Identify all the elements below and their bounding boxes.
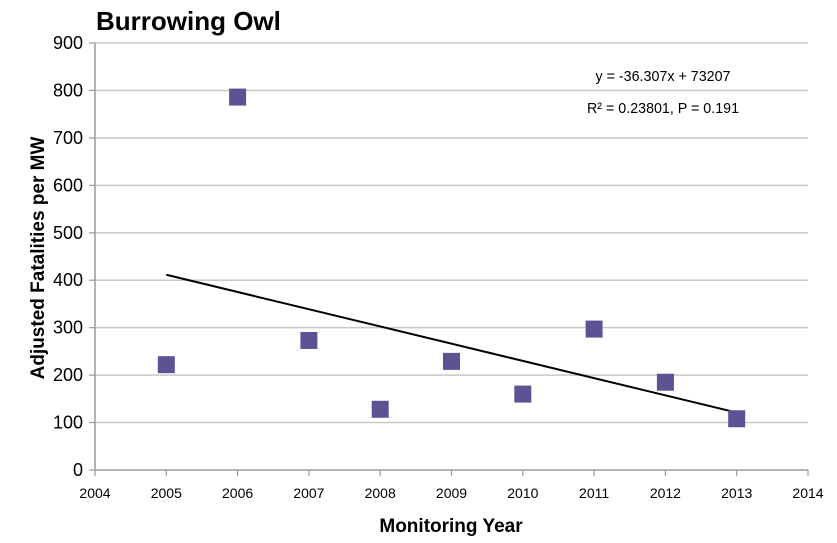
data-point — [157, 356, 175, 374]
data-point — [585, 320, 603, 338]
y-tick-label: 900 — [53, 33, 83, 53]
x-axis-title: Monitoring Year — [379, 516, 523, 537]
trendline — [166, 273, 737, 414]
y-tick-label: 600 — [53, 175, 83, 195]
x-tick-label: 2006 — [222, 485, 253, 501]
x-tick-label: 2009 — [436, 485, 467, 501]
data-point — [443, 352, 460, 370]
data-point — [229, 88, 247, 106]
data-point — [300, 331, 318, 349]
data-point — [371, 400, 389, 418]
grid-lines — [95, 42, 808, 424]
x-tick-label: 2011 — [579, 485, 609, 501]
x-tick-label: 2004 — [79, 485, 110, 501]
y-tick-label: 100 — [53, 413, 83, 433]
x-tick-label: 2008 — [365, 485, 396, 501]
stats-label: R² = 0.23801, P = 0.191 — [587, 100, 739, 117]
x-tick-label: 2005 — [151, 485, 182, 501]
x-tick-labels: 2004 2005 2006 2007 2008 2009 2010 2011 2012 2013… — [79, 485, 823, 501]
y-tick-label: 400 — [53, 270, 83, 290]
y-tick-label: 500 — [53, 223, 83, 243]
x-tick-label: 2012 — [650, 485, 681, 501]
axes — [89, 42, 809, 476]
x-tick-label: 2010 — [507, 485, 538, 501]
y-tick-labels: 0 100 200 300 400 500 600 700 800 900 — [53, 33, 83, 480]
y-tick-label: 300 — [53, 318, 83, 338]
data-point — [728, 410, 746, 428]
x-tick-label: 2007 — [293, 485, 324, 501]
equation-label: y = -36.307x + 73207 — [596, 68, 731, 85]
y-tick-label: 800 — [53, 80, 83, 100]
data-point — [656, 373, 674, 391]
x-tick-label: 2014 — [792, 485, 823, 501]
trendline-group — [166, 273, 737, 414]
y-axis-title: Adjusted Fatalities per MW — [28, 137, 49, 380]
y-tick-label: 200 — [53, 365, 83, 385]
x-tick-label: 2013 — [721, 485, 752, 501]
y-tick-label: 700 — [53, 128, 83, 148]
data-points — [157, 88, 746, 428]
y-tick-label: 0 — [73, 460, 83, 480]
data-point — [514, 385, 532, 403]
chart-title: Burrowing Owl — [96, 6, 281, 36]
